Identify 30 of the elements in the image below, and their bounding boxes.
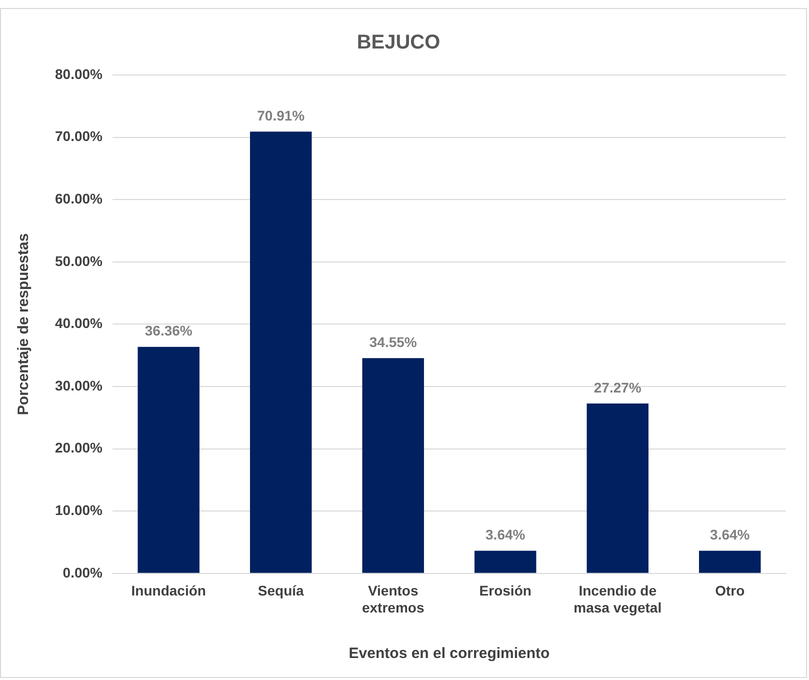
x-tick-label: Erosión <box>479 582 532 599</box>
x-axis-title: Eventos en el corregimiento <box>348 645 550 662</box>
y-tick-label: 60.00% <box>55 190 104 206</box>
data-label: 3.64% <box>710 526 750 543</box>
chart-title: BEJUCO <box>356 32 440 54</box>
bar <box>362 358 424 573</box>
x-tick-label: Vientos extremos <box>362 582 424 616</box>
data-label: 3.64% <box>486 526 526 543</box>
data-label: 34.55% <box>369 334 418 350</box>
bar <box>250 132 312 573</box>
x-tick-label: Inundación <box>131 582 206 599</box>
data-label: 70.91% <box>257 107 306 124</box>
bar <box>474 550 536 573</box>
x-tick-label: Sequía <box>258 582 304 599</box>
y-tick-label: 0.00% <box>62 564 104 580</box>
bar <box>699 550 761 573</box>
y-axis-title: Porcentaje de respuestas <box>15 233 32 416</box>
y-tick-label: 40.00% <box>55 315 104 332</box>
y-tick-label: 50.00% <box>55 252 104 269</box>
bar <box>586 404 648 573</box>
x-tick-label: Otro <box>715 582 745 599</box>
data-label: 36.36% <box>144 322 193 339</box>
y-tick-label: 10.00% <box>55 502 104 518</box>
y-tick-label: 70.00% <box>55 128 104 144</box>
y-tick-label: 20.00% <box>55 440 104 456</box>
data-label: 27.27% <box>594 379 642 396</box>
bar <box>138 346 200 573</box>
x-tick-label: Incendio de masa vegetal <box>574 582 662 616</box>
y-tick-label: 80.00% <box>55 66 104 82</box>
y-tick-label: 30.00% <box>55 377 104 394</box>
